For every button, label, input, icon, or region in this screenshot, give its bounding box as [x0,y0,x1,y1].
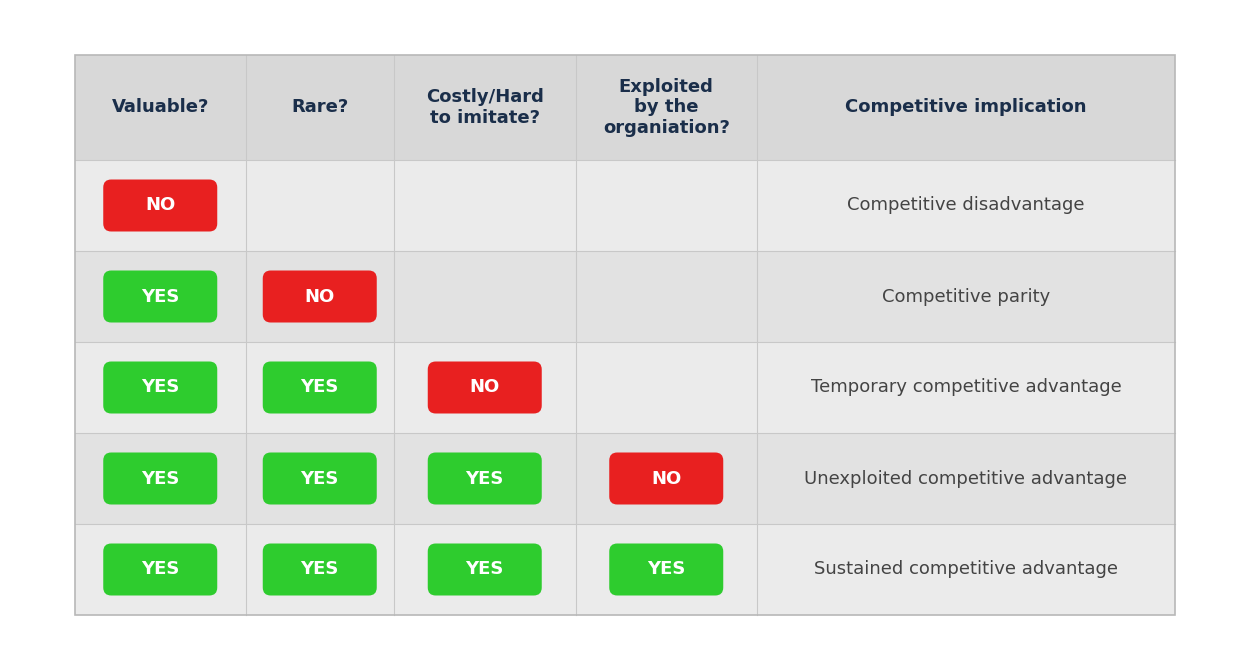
Text: YES: YES [301,378,339,397]
Text: Valuable?: Valuable? [111,98,208,117]
FancyBboxPatch shape [428,543,542,595]
Bar [75,55,1176,160]
Text: YES: YES [141,469,180,488]
Text: YES: YES [301,469,339,488]
Bar [75,433,1176,524]
Text: Temporary competitive advantage: Temporary competitive advantage [811,378,1122,397]
Text: YES: YES [466,469,504,488]
Text: Costly/Hard
to imitate?: Costly/Hard to imitate? [426,88,544,127]
Bar [75,55,1176,615]
FancyBboxPatch shape [104,362,217,414]
FancyBboxPatch shape [104,453,217,504]
FancyBboxPatch shape [263,271,377,323]
Text: Sustained competitive advantage: Sustained competitive advantage [814,560,1118,579]
Text: Exploited
by the
organiation?: Exploited by the organiation? [603,78,730,137]
Text: NO: NO [469,378,500,397]
Text: YES: YES [646,560,685,579]
Text: NO: NO [305,288,334,306]
Text: Unexploited competitive advantage: Unexploited competitive advantage [805,469,1127,488]
Text: Competitive disadvantage: Competitive disadvantage [847,197,1085,214]
FancyBboxPatch shape [104,180,217,232]
FancyBboxPatch shape [104,543,217,595]
Text: YES: YES [301,560,339,579]
FancyBboxPatch shape [609,543,724,595]
Text: YES: YES [141,378,180,397]
Text: Competitive implication: Competitive implication [845,98,1087,117]
FancyBboxPatch shape [428,362,542,414]
FancyBboxPatch shape [104,271,217,323]
FancyBboxPatch shape [428,453,542,504]
Bar [75,55,1176,615]
Text: YES: YES [141,560,180,579]
FancyBboxPatch shape [263,453,377,504]
FancyBboxPatch shape [263,543,377,595]
Text: YES: YES [141,288,180,306]
Text: YES: YES [466,560,504,579]
Bar [75,251,1176,342]
Text: Competitive parity: Competitive parity [882,288,1050,306]
Text: Rare?: Rare? [291,98,348,117]
Text: NO: NO [145,197,176,214]
Text: NO: NO [651,469,681,488]
FancyBboxPatch shape [609,453,724,504]
FancyBboxPatch shape [263,362,377,414]
